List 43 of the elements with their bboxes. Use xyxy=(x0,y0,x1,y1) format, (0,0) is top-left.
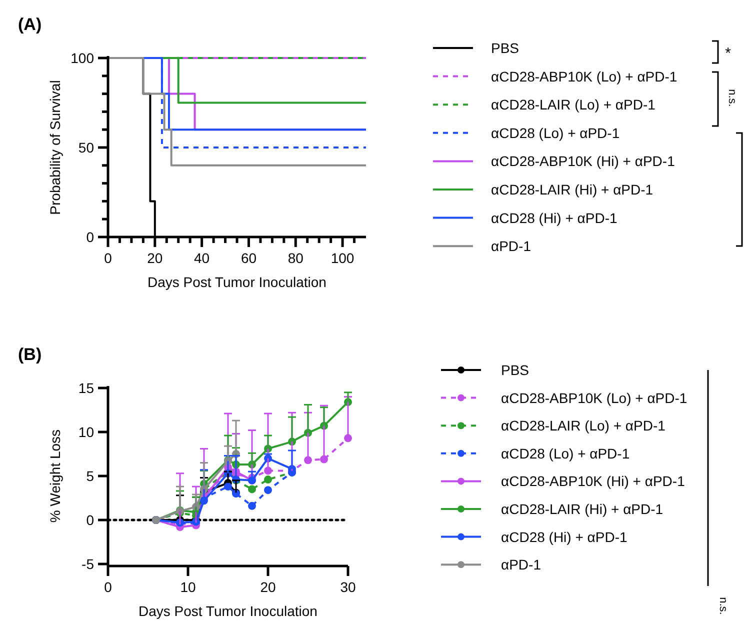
legend-label: αPD-1 xyxy=(491,238,532,254)
legend-label: αCD28 (Hi) + αPD-1 xyxy=(491,210,618,226)
y-axis-title: % Weight Loss xyxy=(47,429,63,523)
y-tick-label: -5 xyxy=(82,556,94,572)
y-tick-label: 0 xyxy=(86,229,94,245)
y-axis-title: Probability of Survival xyxy=(47,80,63,215)
legend-label: αPD-1 xyxy=(501,556,542,573)
legend-label: αCD28 (Lo) + αPD-1 xyxy=(491,124,620,141)
text: n.s. xyxy=(717,597,729,615)
legend-label: PBS xyxy=(491,40,520,56)
legend-label: αCD28 (Hi) + αPD-1 xyxy=(501,528,628,545)
x-tick-label: 10 xyxy=(180,579,196,595)
legend-label: αCD28-LAIR (Hi) + αPD-1 xyxy=(491,182,654,198)
x-tick-label: 100 xyxy=(330,250,354,266)
x-tick-label: 20 xyxy=(147,250,163,266)
y-tick-label: 10 xyxy=(78,424,94,440)
text: n.s. xyxy=(726,89,738,107)
chart-title: (A) xyxy=(18,15,42,34)
x-tick-label: 20 xyxy=(260,579,276,595)
x-axis-title: Days Post Tumor Inoculation xyxy=(148,274,326,290)
y-tick-label: 5 xyxy=(86,468,94,484)
y-tick-label: 50 xyxy=(78,140,94,156)
legend-label: αCD28-LAIR (Hi) + αPD-1 xyxy=(501,501,664,517)
text: * xyxy=(725,45,732,62)
legend-label: αCD28-LAIR (Lo) + αPD-1 xyxy=(501,418,666,434)
x-tick-label: 30 xyxy=(340,579,356,595)
legend-label: PBS xyxy=(501,362,530,378)
legend-label: αCD28-ABP10K (Hi) + αPD-1 xyxy=(491,153,676,170)
legend-label: αCD28-ABP10K (Hi) + αPD-1 xyxy=(501,473,686,490)
legend-label: αCD28-LAIR (Lo) + αPD-1 xyxy=(491,96,656,113)
legend-label: αCD28-ABP10K (Lo) + αPD-1 xyxy=(501,390,688,406)
x-axis-title: Days Post Tumor Inoculation xyxy=(138,603,318,619)
x-tick-label: 80 xyxy=(288,250,304,266)
y-tick-label: 100 xyxy=(70,50,94,66)
chart-title: (B) xyxy=(18,345,42,364)
legend-label: αCD28-ABP10K (Lo) + αPD-1 xyxy=(491,68,678,84)
legend-label: αCD28 (Lo) + αPD-1 xyxy=(501,445,630,462)
y-tick-label: 15 xyxy=(78,380,94,396)
y-tick-label: 0 xyxy=(86,512,94,528)
x-tick-label: 0 xyxy=(104,250,112,266)
x-tick-label: 40 xyxy=(194,250,210,266)
x-tick-label: 0 xyxy=(104,579,112,595)
x-tick-label: 60 xyxy=(240,250,257,266)
